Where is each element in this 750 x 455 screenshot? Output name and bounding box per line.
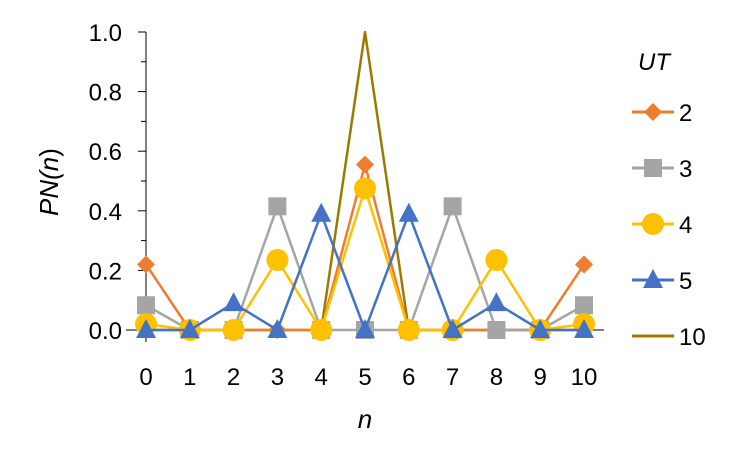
legend-item-4: 4 — [632, 212, 692, 239]
legend-label: 3 — [679, 156, 692, 183]
x-tick-label: 8 — [490, 364, 503, 391]
series-5 — [136, 202, 594, 338]
x-tick-label: 0 — [139, 364, 152, 391]
y-tick-label: 0.8 — [89, 80, 122, 107]
data-point-5 — [530, 319, 551, 338]
data-point-5 — [442, 319, 463, 338]
data-point-4 — [310, 319, 333, 341]
legend-item-5: 5 — [632, 268, 692, 295]
x-tick-label: 2 — [227, 364, 240, 391]
legend-swatch-marker — [644, 159, 662, 177]
data-point-3 — [443, 197, 462, 216]
y-tick-label: 0.0 — [89, 318, 122, 345]
legend: 2 3 4 5 10 — [632, 100, 706, 351]
legend-item-3: 3 — [632, 156, 692, 183]
data-point-2 — [137, 255, 155, 274]
x-tick-label: 9 — [534, 364, 547, 391]
series-3 — [137, 197, 593, 339]
data-point-2 — [356, 155, 374, 174]
x-tick-label: 10 — [571, 364, 598, 391]
y-axis-title-prefix: PN( — [34, 169, 64, 216]
series-line-4 — [145, 187, 585, 332]
y-tick-label: 0.2 — [89, 258, 122, 285]
legend-swatch-marker — [642, 213, 664, 235]
data-point-5 — [355, 319, 375, 338]
series-line-3 — [145, 205, 585, 332]
data-point-4 — [266, 248, 289, 271]
legend-swatch-marker — [643, 269, 663, 288]
data-point-4 — [397, 319, 420, 341]
data-point-3 — [487, 321, 506, 339]
data-point-5 — [179, 319, 200, 338]
legend-label: 2 — [679, 100, 692, 127]
data-point-5 — [223, 292, 244, 312]
x-tick-label: 4 — [315, 364, 328, 391]
legend-swatch-marker — [644, 103, 662, 121]
legend-item-10: 10 — [632, 324, 706, 351]
data-point-3 — [575, 296, 593, 315]
x-tick-label: 5 — [358, 364, 371, 391]
x-tick-label: 1 — [183, 364, 196, 391]
data-point-5 — [136, 319, 156, 338]
y-tick-label: 0.6 — [89, 139, 122, 166]
series-line-5 — [146, 212, 584, 332]
x-axis-title: n — [358, 404, 372, 434]
data-point-4 — [485, 248, 508, 271]
data-point-4 — [222, 319, 245, 341]
x-tick-label: 7 — [446, 364, 459, 391]
series-lines — [135, 30, 595, 341]
legend-item-2: 2 — [632, 100, 692, 127]
series-4 — [135, 177, 595, 341]
legend-label: 10 — [679, 324, 706, 351]
data-point-3 — [268, 197, 287, 216]
data-point-4 — [354, 177, 376, 200]
y-axis-title-var: n — [34, 157, 64, 171]
data-point-5 — [574, 319, 594, 338]
data-point-5 — [267, 319, 288, 338]
legend-label: 4 — [679, 212, 692, 239]
y-tick-label: 0.4 — [89, 199, 122, 226]
x-tick-label: 3 — [271, 364, 284, 391]
data-point-5 — [486, 292, 507, 312]
data-point-3 — [137, 296, 155, 315]
data-point-5 — [311, 202, 332, 222]
legend-label: 5 — [679, 268, 692, 295]
data-point-5 — [398, 202, 419, 222]
y-axis-title: PN(n) — [34, 148, 64, 216]
y-tick-label: 1.0 — [89, 20, 122, 47]
legend-title: UT — [638, 49, 672, 76]
data-point-2 — [575, 255, 593, 274]
axes: 0.0 0.2 0.4 0.6 0.8 1.0 0 1 2 3 4 5 6 7 8 9 10 — [89, 20, 604, 391]
x-tick-label: 6 — [402, 364, 415, 391]
y-axis-title-suffix: ) — [34, 148, 64, 157]
